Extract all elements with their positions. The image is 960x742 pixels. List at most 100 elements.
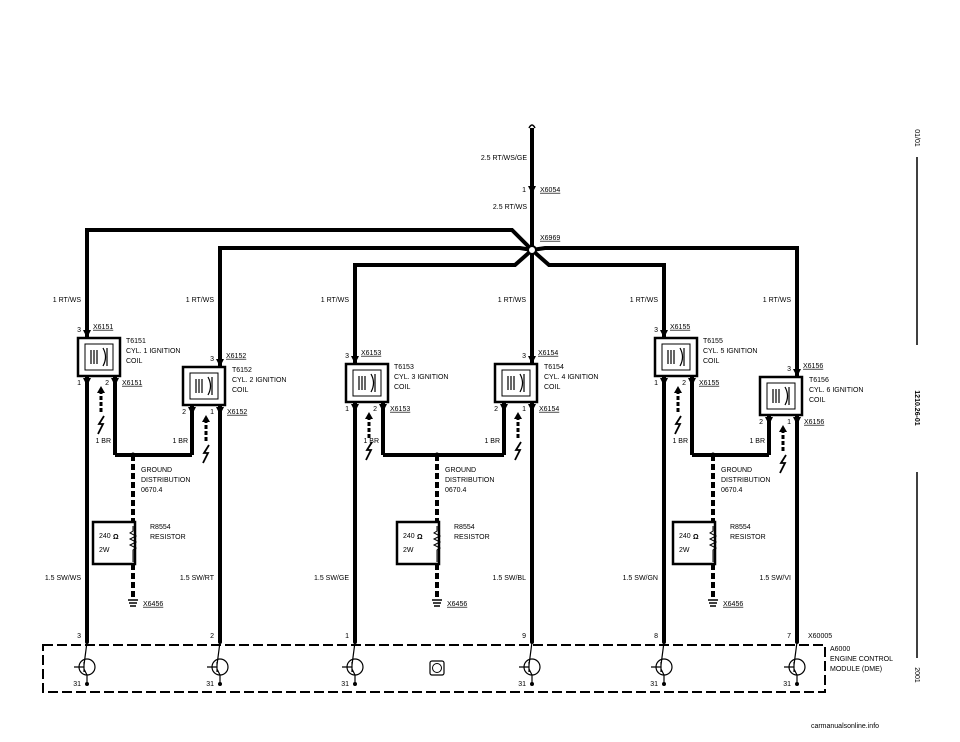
resistor-value: 240	[679, 533, 691, 540]
wire-label: 1 BR	[484, 438, 500, 445]
wire-label: 1.5 SW/VI	[759, 575, 791, 582]
ground-label: GROUND	[445, 467, 476, 474]
wire-label: 1 RT/WS	[321, 297, 350, 304]
ecm-box	[42, 644, 826, 693]
connector-label: X6155	[699, 380, 719, 387]
coil-label: T6154	[544, 364, 564, 371]
wire	[353, 248, 534, 364]
resistor-value: 240	[403, 533, 415, 540]
wire-break	[528, 124, 536, 129]
ground-symbol	[128, 599, 138, 607]
ecm-icon	[429, 660, 445, 676]
ecm-pin-label: 9	[522, 633, 526, 640]
resistor-label: R8554	[730, 524, 751, 531]
coil-label: CYL. 6 IGNITION	[809, 387, 863, 394]
wire-label: 1 BR	[672, 438, 688, 445]
pin-dot	[353, 640, 357, 644]
pin-label: 3	[77, 327, 81, 334]
coil-core	[189, 372, 219, 400]
coil-core	[501, 369, 531, 397]
coil-label: T6152	[232, 367, 252, 374]
connector-pin	[528, 186, 536, 194]
spark-arrowhead	[674, 386, 682, 393]
coil-winding	[772, 386, 790, 406]
wire-label: 2.5 RT/WS/GE	[481, 155, 527, 162]
transistor-lines	[651, 641, 665, 684]
transistor-lines	[207, 641, 221, 684]
pin-label: 2	[759, 419, 763, 426]
coil-label: CYL. 2 IGNITION	[232, 377, 286, 384]
connector-label: X60005	[808, 633, 832, 640]
resistor-power: 2W	[679, 547, 690, 554]
spark-bolt	[97, 415, 105, 435]
spark-bolt	[365, 441, 373, 461]
connector-pin	[83, 378, 119, 386]
coil-winding	[667, 347, 685, 367]
connector-label: X6153	[361, 350, 381, 357]
pin-label: 2	[105, 380, 109, 387]
ecm-pin-label: 8	[654, 633, 658, 640]
connector-label: X6456	[447, 601, 467, 608]
wire-label: 1.5 SW/RT	[180, 575, 215, 582]
ecm-label: A6000	[830, 646, 850, 653]
ground-dot	[795, 682, 799, 686]
resistor-symbol	[128, 526, 138, 562]
connector-label: X6151	[122, 380, 142, 387]
coil-winding	[358, 373, 376, 393]
resistor-label: RESISTOR	[730, 534, 766, 541]
connector-label: X6156	[804, 419, 824, 426]
connector-pin	[528, 356, 536, 364]
connector-pin	[83, 330, 91, 338]
wire-label: 1.5 SW/WS	[45, 575, 82, 582]
pin-label: 1	[522, 187, 526, 194]
spark-bolt	[674, 415, 682, 435]
resistor-symbol	[432, 526, 442, 562]
connector-label: X6152	[227, 409, 247, 416]
ground-label: GROUND	[721, 467, 752, 474]
ecm-icon-wheel	[432, 663, 442, 673]
coil-core	[352, 369, 382, 397]
wire	[530, 248, 666, 338]
ground-label: 0670.4	[141, 487, 163, 494]
side-year: 2001	[913, 667, 920, 683]
resistor-box	[671, 520, 717, 566]
pin-dot	[85, 640, 89, 644]
spark-bolt	[779, 454, 787, 474]
connector-label: X6154	[539, 406, 559, 413]
side-page: 1210.26-01	[913, 390, 920, 426]
connector-label: X6155	[670, 324, 690, 331]
wire-label: 1 RT/WS	[53, 297, 82, 304]
wire	[531, 246, 799, 377]
ecm-ground-label: 31	[650, 681, 658, 688]
resistor-unit: Ω	[113, 534, 119, 541]
spark-arrowhead	[365, 412, 373, 419]
wire-label: 1.5 SW/BL	[493, 575, 527, 582]
pin-label: 2	[682, 380, 686, 387]
wire-label: 1 RT/WS	[186, 297, 215, 304]
connector-pin	[793, 369, 801, 377]
coil-core	[84, 343, 114, 371]
coil-label: T6153	[394, 364, 414, 371]
coil-label: COIL	[703, 358, 719, 365]
pin-label: 1	[654, 380, 658, 387]
connector-pin	[188, 407, 224, 415]
pin-label: 1	[345, 406, 349, 413]
coil-label: COIL	[394, 384, 410, 391]
resistor-label: RESISTOR	[150, 534, 186, 541]
resistor-power: 2W	[99, 547, 110, 554]
connector-pin	[765, 417, 801, 425]
ecm-label: MODULE (DME)	[830, 666, 882, 673]
ecm-ground-label: 31	[341, 681, 349, 688]
connector-pin	[351, 404, 387, 412]
wire-label: 1 BR	[749, 438, 765, 445]
coil-winding	[195, 376, 213, 396]
coil-label: COIL	[232, 387, 248, 394]
ground-dot	[218, 682, 222, 686]
ecm-ground-label: 31	[206, 681, 214, 688]
pin-label: 3	[522, 353, 526, 360]
ground-dot	[85, 682, 89, 686]
wire-label: 1 BR	[95, 438, 111, 445]
ground-label: DISTRIBUTION	[721, 477, 770, 484]
resistor-label: R8554	[150, 524, 171, 531]
